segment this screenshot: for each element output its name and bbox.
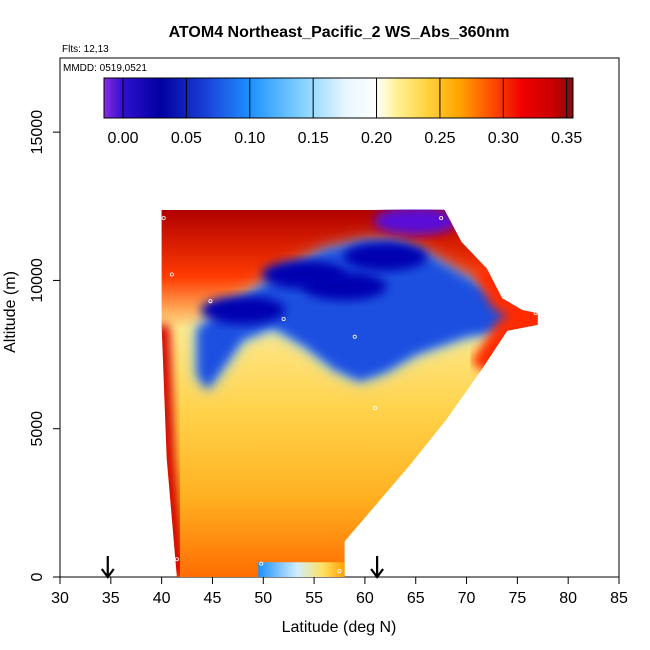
flight-arrow (100, 556, 115, 579)
surface-streak (258, 562, 345, 577)
minimum-core (373, 209, 458, 236)
sample-point (281, 316, 286, 321)
right-edge-red (470, 262, 538, 377)
y-tick-label: 15000 (29, 110, 46, 155)
flight-arrows (100, 556, 384, 579)
colorbar-tick-label: 0.05 (171, 130, 202, 147)
sample-point (439, 216, 444, 221)
heatmap-field (161, 209, 538, 578)
sample-points (161, 216, 538, 574)
colorbar-tick-label: 0.35 (551, 130, 582, 147)
colorbar-tick-label: 0.30 (488, 130, 519, 147)
x-tick-label: 60 (356, 590, 374, 607)
sample-point (352, 334, 357, 339)
sample-point (169, 272, 174, 277)
y-tick-label: 5000 (29, 411, 46, 447)
flights-label: Flts: 12,13 (62, 44, 109, 55)
minimum-core (343, 242, 428, 271)
sample-point (373, 405, 378, 410)
x-tick-label: 85 (610, 590, 628, 607)
y-axis: 0 5000 10000 15000 (29, 110, 60, 581)
dates-label: MMDD: 0519,0521 (63, 63, 147, 74)
colorbar-tick-label: 0.00 (107, 130, 138, 147)
y-axis-label: Altitude (m) (2, 271, 19, 353)
chart-title: ATOM4 Northeast_Pacific_2 WS_Abs_360nm (169, 24, 510, 41)
sample-point (337, 569, 342, 574)
sample-point (208, 299, 213, 304)
x-tick-label: 40 (153, 590, 171, 607)
colorbar-tick-label: 0.10 (234, 130, 265, 147)
x-tick-label: 65 (407, 590, 425, 607)
colorbar-tick-label: 0.20 (361, 130, 392, 147)
minimum-core (261, 260, 346, 289)
x-axis: 30 35 40 45 50 55 60 65 70 75 80 85 (51, 577, 628, 607)
flight-arrow (370, 556, 384, 579)
x-tick-label: 35 (102, 590, 120, 607)
sample-point (174, 557, 179, 562)
colorbar-tick-labels: 0.00 0.05 0.10 0.15 0.20 0.25 0.30 0.35 (107, 130, 582, 147)
sample-point (520, 331, 525, 336)
colorbar-tick-label: 0.15 (298, 130, 329, 147)
x-tick-label: 50 (254, 590, 272, 607)
x-tick-label: 30 (51, 590, 69, 607)
colorbar (103, 77, 574, 119)
minimum-core (200, 296, 285, 325)
y-tick-label: 10000 (29, 258, 46, 303)
sample-point (161, 216, 166, 221)
colorbar-tick-label: 0.25 (424, 130, 455, 147)
x-tick-label: 45 (204, 590, 222, 607)
x-axis-label: Latitude (deg N) (282, 619, 397, 636)
sample-point (259, 561, 264, 566)
minimum-core-layer (200, 209, 458, 325)
x-tick-label: 70 (458, 590, 476, 607)
x-tick-label: 75 (508, 590, 526, 607)
y-tick-label: 0 (29, 572, 46, 581)
x-tick-label: 55 (305, 590, 323, 607)
sample-point (533, 311, 538, 316)
left-edge-red (161, 324, 185, 578)
colorbar-tick-lines (122, 78, 568, 118)
x-tick-label: 80 (559, 590, 577, 607)
